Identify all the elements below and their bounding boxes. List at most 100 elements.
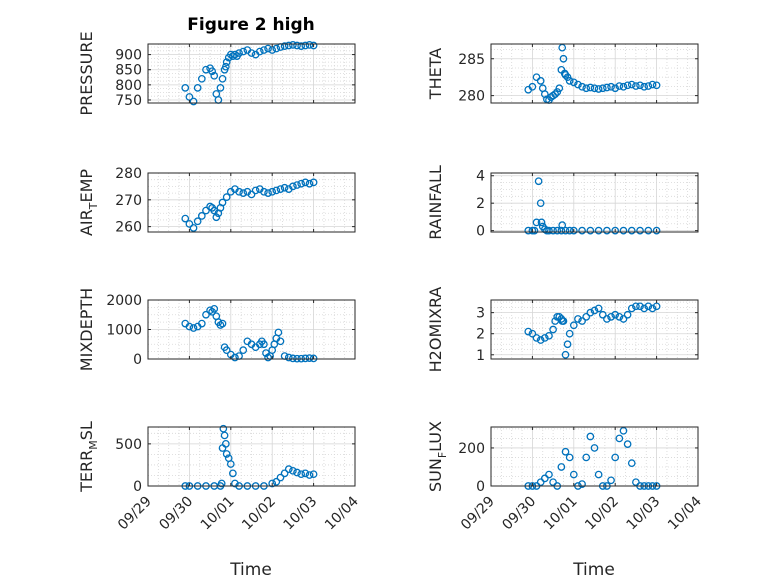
data-point <box>309 41 318 50</box>
y-tick-label: 0 <box>133 352 142 368</box>
data-point <box>648 304 657 313</box>
y-tick-label: 0 <box>476 479 485 495</box>
data-point <box>218 198 227 207</box>
data-point <box>545 470 553 479</box>
data-point <box>558 221 567 229</box>
plot-area <box>148 173 355 232</box>
y-tick-label: 200 <box>458 441 485 457</box>
data-point <box>222 193 231 201</box>
axes-box <box>490 299 699 360</box>
panel-rainfall: 0 2 4 RAINFALL <box>426 165 699 240</box>
panel-h2omixra: 1 2 3 H2OMIXRA <box>426 287 699 373</box>
data-point <box>561 447 570 456</box>
x-axis-label-right: Time <box>572 560 615 580</box>
data-point <box>301 178 310 187</box>
data-point <box>221 440 230 448</box>
data-point <box>528 329 537 338</box>
data-point <box>218 319 227 328</box>
data-point <box>534 177 543 186</box>
data-point <box>627 459 636 468</box>
data-point <box>305 354 314 362</box>
x-tick-label: 09/30 <box>499 494 539 534</box>
data-point <box>305 179 314 188</box>
data-point <box>582 84 591 93</box>
data-point <box>197 74 206 83</box>
y-axis-label-3: RAINFALL <box>426 165 445 240</box>
data-point <box>206 306 214 315</box>
data-point <box>619 226 628 235</box>
data-point <box>280 183 289 192</box>
data-point <box>208 67 217 76</box>
data-point <box>309 354 318 363</box>
data-point <box>569 226 578 235</box>
data-point <box>611 453 620 462</box>
axes-box <box>147 426 356 487</box>
data-point <box>301 354 310 363</box>
data-point <box>229 52 237 60</box>
data-point <box>289 41 297 49</box>
data-point <box>301 469 310 478</box>
data-point <box>189 97 198 106</box>
data-point <box>578 480 586 488</box>
data-point <box>185 322 194 331</box>
data-point <box>582 453 591 462</box>
y-tick-label: 285 <box>458 52 485 68</box>
x-tick-label: 09/29 <box>458 494 498 534</box>
data-point <box>264 353 272 362</box>
data-point <box>532 334 541 342</box>
data-point <box>297 470 306 479</box>
y-tick-label: 280 <box>458 89 485 105</box>
data-point <box>636 226 644 235</box>
data-point <box>594 304 603 313</box>
data-point <box>603 226 611 235</box>
data-point <box>545 331 553 340</box>
x-tick-label: 09/30 <box>156 494 196 534</box>
data-point <box>644 82 653 90</box>
data-point <box>260 46 268 54</box>
data-point <box>603 83 611 92</box>
data-point <box>619 82 628 91</box>
data-point <box>569 470 578 479</box>
data-point <box>289 466 297 475</box>
data-point <box>582 313 591 321</box>
panel-mixdepth: 0 1000 2000 MIXDEPTH <box>77 288 356 371</box>
data-point <box>260 340 268 349</box>
data-point <box>272 477 281 486</box>
data-point <box>590 444 599 452</box>
data-point <box>193 217 202 226</box>
plot-area <box>491 427 698 486</box>
data-point <box>305 471 314 479</box>
y-tick-label: 1000 <box>106 323 142 339</box>
data-point <box>284 41 293 50</box>
data-point <box>627 304 636 313</box>
data-point <box>611 84 620 93</box>
data-point <box>293 41 301 50</box>
y-tick-label: 0 <box>476 224 485 240</box>
data-point <box>293 468 301 477</box>
data-point <box>216 321 225 329</box>
data-point <box>586 226 595 235</box>
data-point <box>559 317 568 325</box>
y-axis-label-4: MIXDEPTH <box>77 288 96 371</box>
x-tick-label: 10/04 <box>665 493 705 533</box>
data-point <box>594 226 603 235</box>
data-point <box>297 42 306 50</box>
data-point <box>274 328 283 337</box>
data-point <box>627 226 636 235</box>
data-point <box>615 313 624 321</box>
data-point <box>652 81 661 90</box>
plot-area <box>148 44 355 103</box>
data-point <box>221 62 230 71</box>
y-axis-label-5: H2OMIXRA <box>426 287 445 373</box>
data-point <box>578 226 586 235</box>
y-axis-label-6: TERRMSL <box>77 421 100 493</box>
data-point <box>231 353 239 362</box>
data-point <box>255 47 264 56</box>
data-point <box>632 302 640 311</box>
data-point <box>276 185 285 193</box>
axes-box <box>490 43 699 104</box>
figure-title: Figure 2 high <box>187 15 315 35</box>
y-tick-label: 800 <box>115 78 142 94</box>
data-point <box>590 306 599 315</box>
panel-air-temp: 260 270 280 AIRTEMP <box>77 166 356 236</box>
